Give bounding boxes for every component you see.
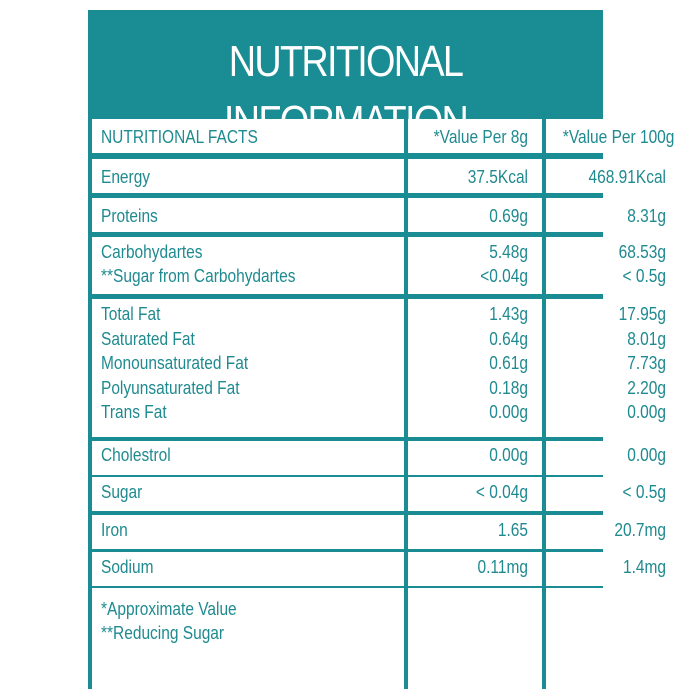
iron-v100: 20.7mg xyxy=(614,520,666,540)
table-row-cholestrol-v8: 0.00g xyxy=(408,441,542,475)
iron-v8: 1.65 xyxy=(497,520,528,540)
saturated-fat-label: Saturated Fat xyxy=(101,328,195,349)
table-row-fats-v8: 1.43g 0.64g 0.61g 0.18g 0.00g xyxy=(408,299,542,437)
table-row-proteins-label: Proteins xyxy=(92,198,404,232)
sugar-label: Sugar xyxy=(101,482,143,502)
header-per100-label: *Value Per 100g xyxy=(562,127,675,147)
mono-fat-v100: 7.73g xyxy=(627,353,666,373)
table-row-energy-v100: 468.91Kcal xyxy=(546,159,680,193)
header-facts-cell: NUTRITIONAL FACTS xyxy=(92,119,404,153)
page-title: NUTRITIONAL INFORMATION xyxy=(224,37,469,146)
iron-label: Iron xyxy=(101,520,128,540)
total-fat-label: Total Fat xyxy=(101,304,161,324)
saturated-fat-v8: 0.64g xyxy=(489,328,528,349)
table-row-proteins-v8: 0.69g xyxy=(408,198,542,232)
poly-fat-v100: 2.20g xyxy=(627,377,666,398)
sugar-v8: < 0.04g xyxy=(475,482,528,502)
sugar-v100: < 0.5g xyxy=(622,482,666,502)
sugar-carbs-v8: <0.04g xyxy=(480,266,528,286)
table-row-sodium-v8: 0.11mg xyxy=(408,552,542,586)
mono-fat-v8: 0.61g xyxy=(489,353,528,373)
total-fat-v8: 1.43g xyxy=(489,304,528,324)
proteins-label: Proteins xyxy=(101,206,158,226)
carbs-v100: 68.53g xyxy=(618,242,666,262)
trans-fat-v100: 0.00g xyxy=(627,402,666,422)
proteins-v100: 8.31g xyxy=(627,206,666,226)
cholestrol-v100: 0.00g xyxy=(627,445,666,465)
table-row-iron-label: Iron xyxy=(92,515,404,549)
table-row-iron-v8: 1.65 xyxy=(408,515,542,549)
table-row-iron-v100: 20.7mg xyxy=(546,515,680,549)
header-per8-cell: *Value Per 8g xyxy=(408,119,542,153)
saturated-fat-v100: 8.01g xyxy=(627,328,666,349)
sugar-carbs-v100: < 0.5g xyxy=(622,266,666,286)
footnote-approximate: *Approximate Value xyxy=(101,599,237,619)
header-facts-label: NUTRITIONAL FACTS xyxy=(101,127,258,147)
table-row-energy-label: Energy xyxy=(92,159,404,193)
carbs-label: Carbohydartes xyxy=(101,242,203,262)
footnote-reducing-sugar: **Reducing Sugar xyxy=(101,623,225,643)
table-row-energy-v8: 37.5Kcal xyxy=(408,159,542,193)
header-per8-label: *Value Per 8g xyxy=(433,127,528,147)
energy-v100: 468.91Kcal xyxy=(588,167,666,187)
poly-fat-v8: 0.18g xyxy=(489,377,528,398)
total-fat-v100: 17.95g xyxy=(618,304,666,324)
sodium-v100: 1.4mg xyxy=(622,557,666,577)
table-row-sodium-v100: 1.4mg xyxy=(546,552,680,586)
proteins-v8: 0.69g xyxy=(489,206,528,226)
sugar-carbs-label: **Sugar from Carbohydartes xyxy=(101,266,296,286)
table-row-carbs-label: Carbohydartes **Sugar from Carbohydartes xyxy=(92,237,404,294)
table-row-carbs-v8: 5.48g <0.04g xyxy=(408,237,542,294)
trans-fat-label: Trans Fat xyxy=(101,402,167,422)
table-row-cholestrol-label: Cholestrol xyxy=(92,441,404,475)
table-row-proteins-v100: 8.31g xyxy=(546,198,680,232)
footnote-empty-cell-v100 xyxy=(546,588,680,699)
cholestrol-v8: 0.00g xyxy=(489,445,528,465)
carbs-v8: 5.48g xyxy=(489,242,528,262)
table-row-sugar-label: Sugar xyxy=(92,477,404,511)
table-row-fats-v100: 17.95g 8.01g 7.73g 2.20g 0.00g xyxy=(546,299,680,437)
poly-fat-label: Polyunsaturated Fat xyxy=(101,377,240,398)
energy-v8: 37.5Kcal xyxy=(467,167,528,187)
mono-fat-label: Monounsaturated Fat xyxy=(101,353,249,373)
table-row-carbs-v100: 68.53g < 0.5g xyxy=(546,237,680,294)
nutrition-panel: NUTRITIONAL INFORMATION NUTRITIONAL FACT… xyxy=(88,10,680,699)
table-row-cholestrol-v100: 0.00g xyxy=(546,441,680,475)
footnote-cell: *Approximate Value **Reducing Sugar xyxy=(92,588,404,699)
trans-fat-v8: 0.00g xyxy=(489,402,528,422)
table-row-fats-label: Total Fat Saturated Fat Monounsaturated … xyxy=(92,299,404,437)
sodium-label: Sodium xyxy=(101,557,154,577)
table-row-sugar-v100: < 0.5g xyxy=(546,477,680,511)
table-row-sugar-v8: < 0.04g xyxy=(408,477,542,511)
header-per100-cell: *Value Per 100g xyxy=(546,119,680,153)
sodium-v8: 0.11mg xyxy=(477,557,528,577)
cholestrol-label: Cholestrol xyxy=(101,445,171,465)
footnote-empty-cell-v8 xyxy=(408,588,542,699)
energy-label: Energy xyxy=(101,167,151,187)
table-row-sodium-label: Sodium xyxy=(92,552,404,586)
